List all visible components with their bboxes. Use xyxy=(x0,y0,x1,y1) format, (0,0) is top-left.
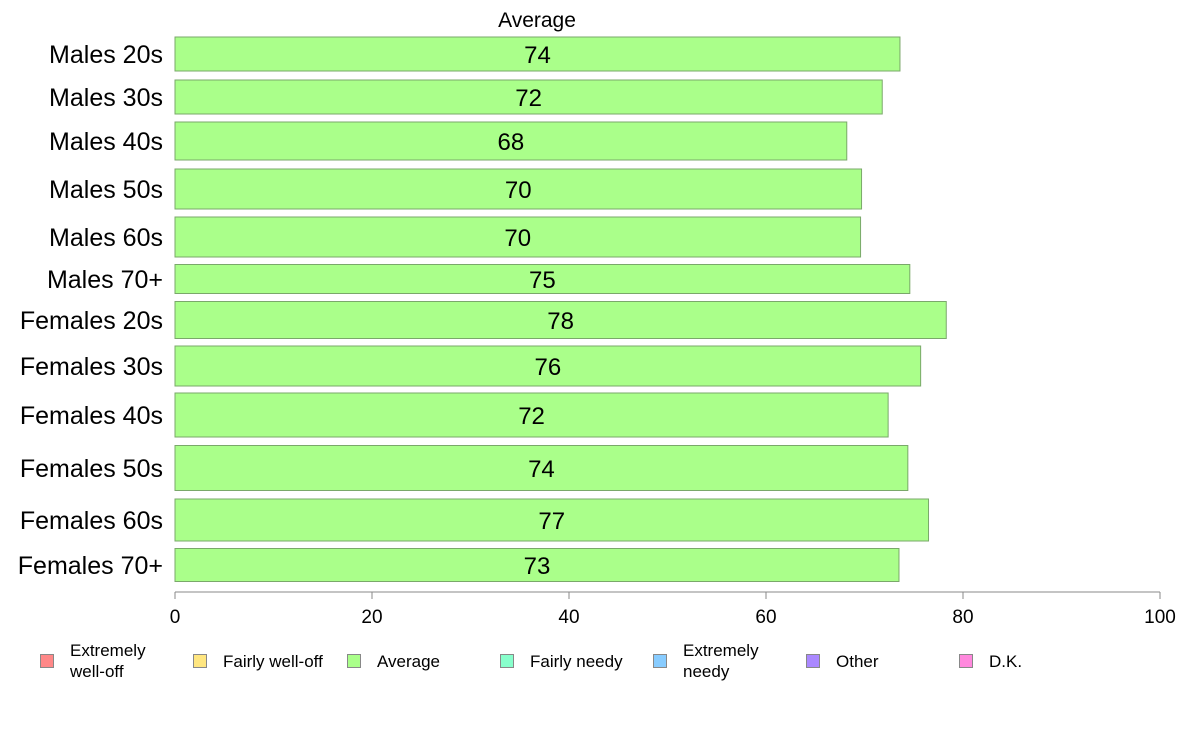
bar-4 xyxy=(174,216,862,258)
bar-chart: Average Males 20s 74 Males 30s 72 Males 40s 6… xyxy=(18,9,1176,628)
bar-1 xyxy=(174,79,883,115)
bar-0 xyxy=(174,36,901,72)
category-label: Males 50s xyxy=(49,176,163,204)
bar-9 xyxy=(174,445,909,491)
bar-3 xyxy=(174,168,863,210)
x-tick-label: 0 xyxy=(170,607,181,628)
legend-item: Extremely well-off xyxy=(40,636,146,686)
category-label: Males 40s xyxy=(49,128,163,156)
value-label: 73 xyxy=(524,553,551,580)
legend-label: Extremely needy xyxy=(683,641,759,681)
legend: Extremely well-off Fairly well-off Average… xyxy=(0,636,1188,696)
category-label: Males 60s xyxy=(49,224,163,252)
bar-8 xyxy=(174,392,889,438)
legend-item: Extremely needy xyxy=(653,636,759,686)
legend-swatch xyxy=(959,654,973,668)
value-label: 74 xyxy=(524,42,551,69)
legend-label: Fairly well-off xyxy=(223,651,323,671)
category-label: Males 70+ xyxy=(47,266,163,294)
legend-label: Extremely well-off xyxy=(70,641,146,681)
x-tick-label: 40 xyxy=(558,607,579,628)
legend-label: Fairly needy xyxy=(530,651,623,671)
value-label: 77 xyxy=(538,508,565,535)
legend-swatch xyxy=(500,654,514,668)
category-label: Females 40s xyxy=(20,402,163,430)
value-label: 75 xyxy=(529,267,556,294)
value-label: 74 xyxy=(528,456,555,483)
value-label: 68 xyxy=(498,129,525,156)
category-label: Females 50s xyxy=(20,455,163,483)
legend-item: D.K. xyxy=(959,636,1022,686)
legend-item: Fairly needy xyxy=(500,636,623,686)
legend-item: Other xyxy=(806,636,879,686)
value-label: 70 xyxy=(504,225,531,252)
value-label: 72 xyxy=(518,403,545,430)
category-label: Males 30s xyxy=(49,84,163,112)
legend-swatch xyxy=(806,654,820,668)
category-label: Females 60s xyxy=(20,507,163,535)
legend-swatch xyxy=(347,654,361,668)
x-tick-label: 100 xyxy=(1144,607,1176,628)
bar-2 xyxy=(174,121,848,161)
x-tick-label: 80 xyxy=(952,607,973,628)
category-label: Females 30s xyxy=(20,353,163,381)
value-label: 78 xyxy=(547,308,574,335)
bar-11 xyxy=(174,548,900,582)
category-label: Females 20s xyxy=(20,307,163,335)
legend-swatch xyxy=(193,654,207,668)
value-label: 70 xyxy=(505,177,532,204)
legend-item: Fairly well-off xyxy=(193,636,323,686)
legend-label: D.K. xyxy=(989,651,1023,671)
x-tick-label: 60 xyxy=(755,607,776,628)
legend-label: Average xyxy=(377,651,441,671)
bar-6 xyxy=(174,301,947,339)
x-tick-label: 20 xyxy=(361,607,382,628)
bar-10 xyxy=(174,498,930,542)
legend-swatch xyxy=(40,654,54,668)
chart-title: Average xyxy=(498,9,576,32)
legend-swatch xyxy=(653,654,667,668)
bar-5 xyxy=(174,264,911,294)
legend-item: Average xyxy=(347,636,440,686)
bar-7 xyxy=(174,345,922,387)
category-label: Males 20s xyxy=(49,41,163,69)
category-label: Females 70+ xyxy=(18,552,163,580)
legend-label: Other xyxy=(836,651,879,671)
value-label: 76 xyxy=(534,354,561,381)
value-label: 72 xyxy=(515,85,542,112)
